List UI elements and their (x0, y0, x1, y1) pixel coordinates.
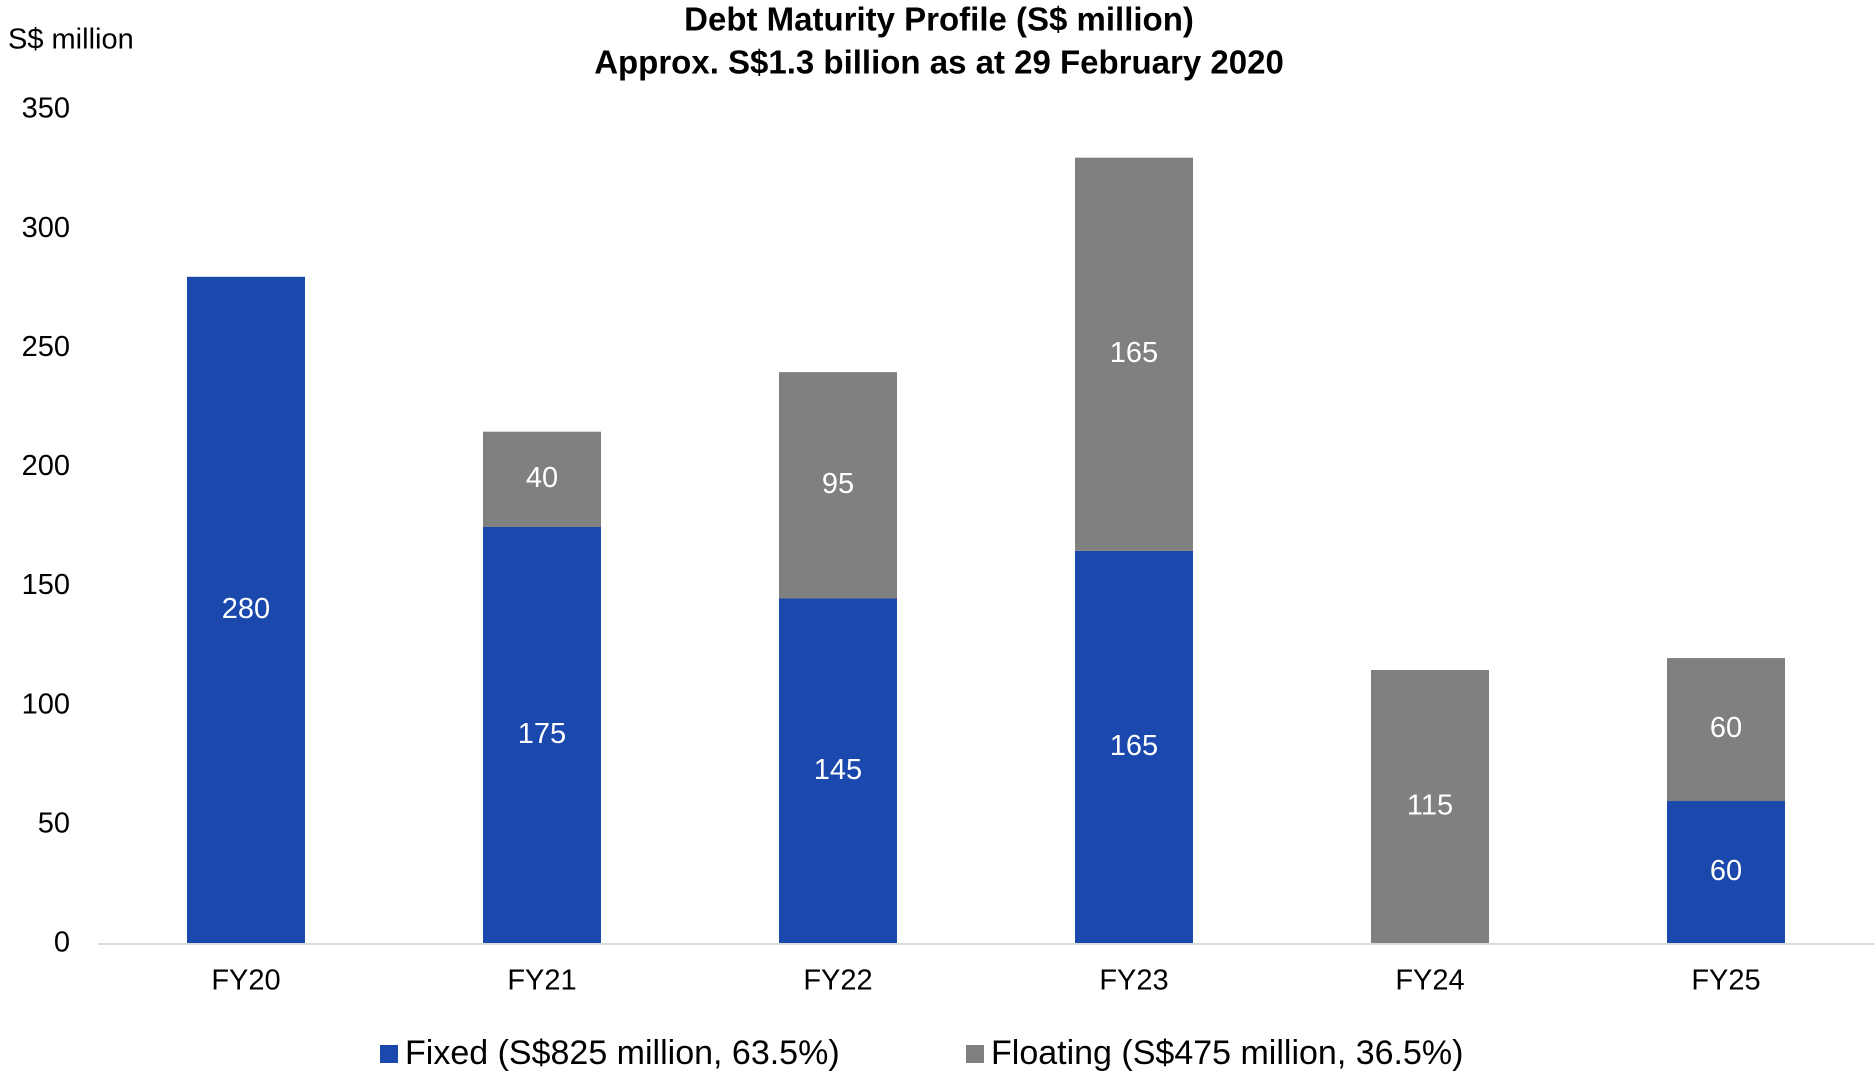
y-tick-label: 150 (22, 569, 70, 601)
data-label: 145 (814, 754, 862, 786)
y-tick-label: 50 (38, 808, 70, 840)
chart-subtitle: Approx. S$1.3 billion as at 29 February … (594, 44, 1284, 81)
data-label: 95 (822, 468, 854, 500)
x-tick-label: FY21 (507, 965, 576, 997)
x-tick-label: FY20 (211, 965, 280, 997)
x-tick-label: FY23 (1099, 965, 1168, 997)
data-label: 60 (1710, 712, 1742, 744)
legend-swatch (380, 1045, 398, 1063)
legend-label: Floating (S$475 million, 36.5%) (991, 1034, 1463, 1072)
bar-segment (1667, 658, 1785, 802)
bar-segment (1075, 157, 1193, 551)
bar-segment (779, 372, 897, 599)
data-label: 165 (1110, 337, 1158, 369)
data-label: 165 (1110, 730, 1158, 762)
y-tick-label: 0 (54, 927, 70, 959)
data-label: 175 (518, 718, 566, 750)
legend-swatch (966, 1045, 984, 1063)
y-tick-label: 250 (22, 331, 70, 363)
chart-title: Debt Maturity Profile (S$ million) (684, 1, 1194, 38)
data-label: 115 (1407, 790, 1453, 822)
data-label: 280 (222, 593, 270, 625)
bar-segment (1667, 801, 1785, 944)
x-tick-label: FY25 (1691, 965, 1760, 997)
x-tick-label: FY24 (1395, 965, 1464, 997)
legend-label: Fixed (S$825 million, 63.5%) (405, 1034, 840, 1072)
bar-segment (483, 431, 601, 527)
y-tick-label: 300 (22, 212, 70, 244)
bar-segment (779, 598, 897, 944)
y-tick-label: 200 (22, 450, 70, 482)
bar-segment (187, 276, 305, 944)
bar-segment (483, 527, 601, 944)
y-axis-label: S$ million (8, 24, 134, 56)
y-tick-label: 100 (22, 688, 70, 720)
y-tick-label: 350 (22, 93, 70, 125)
data-label: 40 (526, 462, 558, 494)
bar-segment (1075, 550, 1193, 944)
data-label: 60 (1710, 855, 1742, 887)
x-tick-label: FY22 (803, 965, 872, 997)
bar-segment (1371, 669, 1489, 944)
